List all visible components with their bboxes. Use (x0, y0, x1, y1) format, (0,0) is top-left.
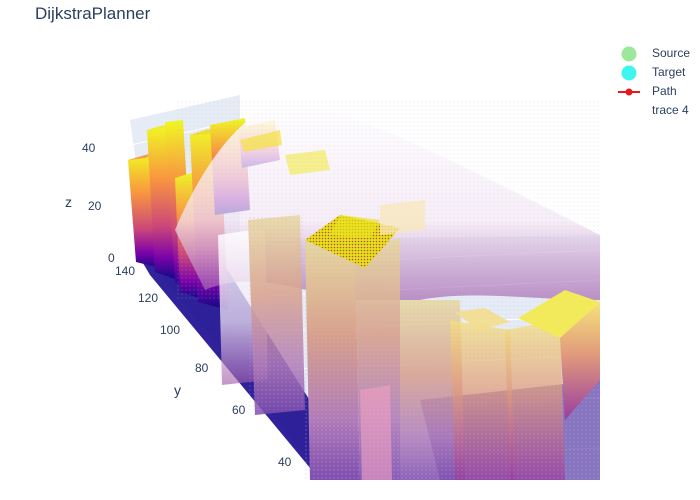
legend-item[interactable]: Source (612, 44, 700, 63)
legend-item[interactable]: Target (612, 63, 700, 82)
legend-label: Source (652, 46, 691, 60)
z-tick-label: 40 (82, 141, 96, 155)
z-axis: 40 20 0 z (65, 141, 115, 265)
y-axis: 140 120 100 80 60 40 y (115, 264, 292, 469)
y-tick-label: 140 (115, 264, 135, 278)
bar-central-tower (305, 215, 400, 480)
y-axis-title: y (174, 382, 181, 398)
legend-label: Path (652, 84, 677, 98)
legend-symbol (621, 46, 637, 62)
legend-symbol (618, 103, 640, 119)
y-tick-label: 120 (138, 291, 158, 305)
bars-right (360, 290, 600, 480)
z-tick-label: 0 (108, 251, 115, 265)
legend-symbol (621, 65, 637, 81)
chart-title: DijkstraPlanner (35, 4, 151, 23)
z-tick-label: 20 (88, 199, 102, 213)
legend-symbol (618, 88, 640, 96)
z-axis-title: z (65, 194, 72, 210)
y-tick-label: 80 (195, 361, 209, 375)
legend-item[interactable]: trace 4 (612, 101, 700, 120)
legend-label: trace 4 (652, 103, 689, 117)
y-tick-label: 100 (160, 323, 180, 337)
legend: Source Target Path trace 4 (612, 44, 700, 120)
bars-left-pale (218, 215, 305, 415)
y-tick-label: 40 (278, 455, 292, 469)
bars-back-right (240, 130, 425, 235)
legend-label: Target (652, 65, 686, 79)
legend-item[interactable]: Path (612, 82, 700, 101)
y-tick-label: 60 (232, 403, 246, 417)
